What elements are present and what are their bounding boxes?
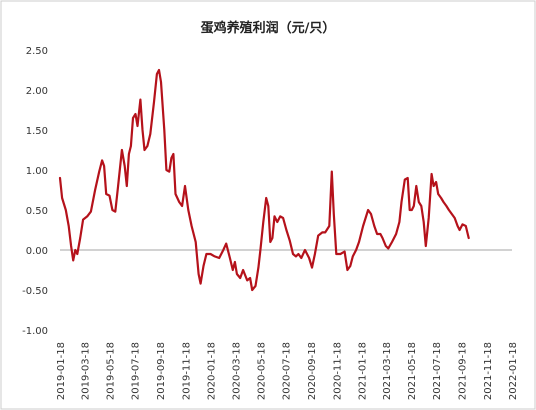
chart-title: 蛋鸡养殖利润（元/只） — [201, 20, 336, 36]
x-tick-label: 2020-01-18 — [207, 342, 218, 400]
x-tick-label: 2021-05-18 — [407, 342, 418, 400]
y-tick-label: -1.00 — [22, 326, 48, 337]
x-tick-label: 2019-07-18 — [131, 342, 142, 400]
y-tick-label: 2.50 — [26, 46, 48, 57]
x-tick-label: 2021-07-18 — [432, 342, 443, 400]
x-tick-label: 2019-09-18 — [156, 342, 167, 400]
x-tick-label: 2019-05-18 — [105, 342, 116, 400]
series-line — [58, 68, 470, 292]
x-tick-label: 2019-01-18 — [56, 342, 67, 400]
y-tick-label: 0.50 — [26, 206, 48, 217]
y-tick-label: -0.50 — [22, 286, 48, 297]
x-tick-label: 2019-11-18 — [181, 342, 192, 400]
y-tick-label: 0.00 — [26, 246, 48, 257]
x-tick-label: 2021-03-18 — [382, 342, 393, 400]
y-tick-label: 1.50 — [26, 126, 48, 137]
x-tick-label: 2020-11-18 — [332, 342, 343, 400]
x-tick-label: 2020-07-18 — [282, 342, 293, 400]
x-tick-label: 2020-09-18 — [307, 342, 318, 400]
plot-area — [58, 68, 512, 292]
x-tick-label: 2021-09-18 — [458, 342, 469, 400]
x-tick-label: 2019-03-18 — [80, 342, 91, 400]
x-tick-label: 2021-11-18 — [483, 342, 494, 400]
y-axis: -1.00 -0.50 0.00 0.50 1.00 1.50 2.00 2.50 — [22, 46, 48, 337]
x-tick-label: 2022-01-18 — [508, 342, 519, 400]
x-tick-label: 2021-01-18 — [357, 342, 368, 400]
x-tick-label: 2020-03-18 — [231, 342, 242, 400]
x-axis: 2019-01-18 2019-03-18 2019-05-18 2019-07-18… — [56, 342, 519, 400]
y-tick-label: 1.00 — [26, 166, 48, 177]
x-tick-label: 2020-05-18 — [256, 342, 267, 400]
y-tick-label: 2.00 — [26, 86, 48, 97]
